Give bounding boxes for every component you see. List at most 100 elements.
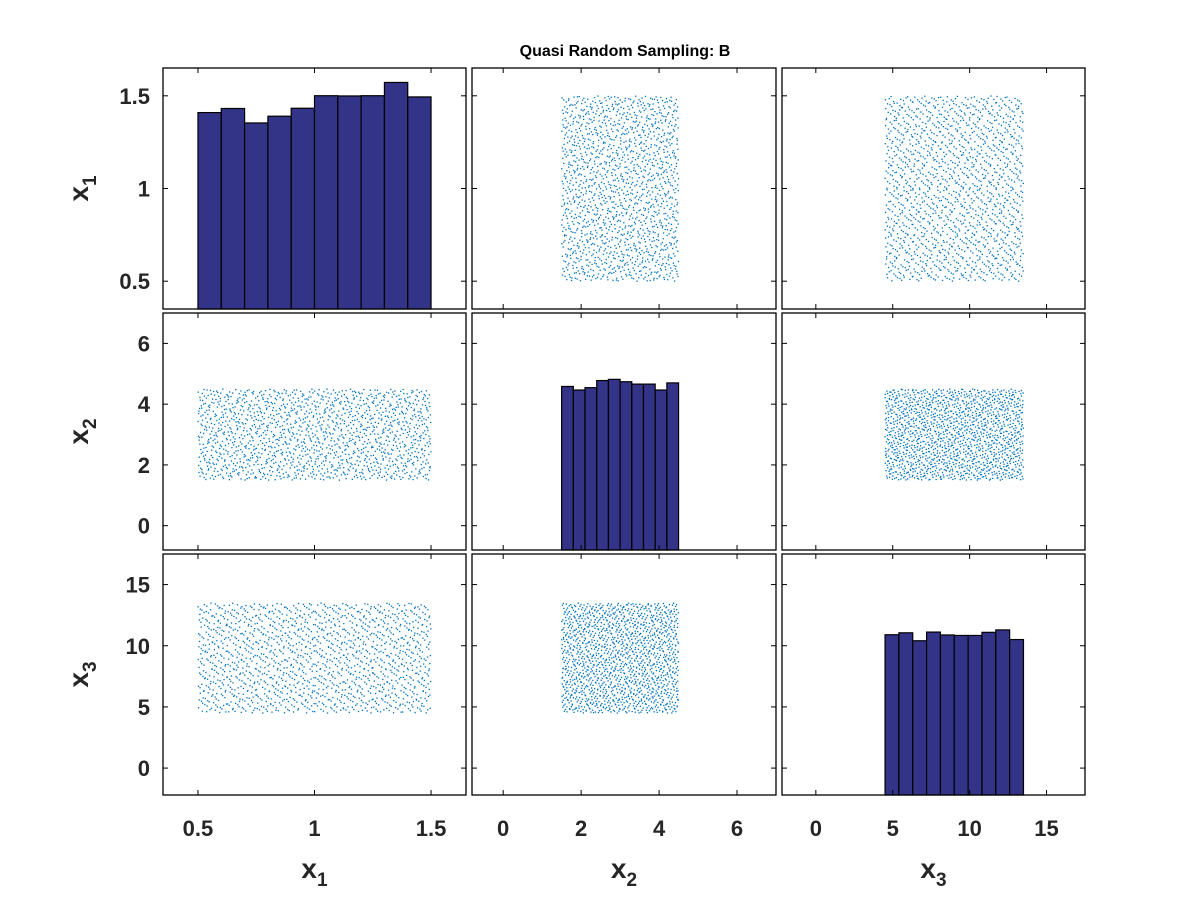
point [338, 402, 341, 404]
point [406, 393, 408, 395]
point [1011, 153, 1014, 156]
point [405, 420, 407, 423]
point [1019, 255, 1022, 257]
point [636, 258, 639, 260]
point [891, 409, 893, 411]
point [1007, 441, 1010, 443]
point [966, 438, 968, 441]
point [427, 479, 430, 481]
point [587, 259, 589, 261]
point [319, 417, 322, 419]
point [258, 425, 261, 427]
point [267, 453, 269, 456]
point [632, 169, 635, 172]
point [929, 173, 932, 175]
point [669, 144, 671, 146]
point [946, 233, 948, 236]
point [408, 401, 410, 404]
point [563, 106, 566, 108]
point [359, 471, 361, 474]
point [276, 443, 278, 445]
point [566, 142, 569, 144]
point [405, 445, 407, 447]
point [563, 99, 565, 101]
point [203, 447, 205, 449]
point [640, 270, 642, 272]
point [319, 413, 321, 415]
point [912, 398, 914, 400]
point [610, 211, 612, 213]
point [591, 185, 593, 187]
point [608, 195, 610, 198]
point [656, 172, 658, 174]
point [959, 414, 962, 417]
point [995, 101, 997, 104]
point [631, 224, 633, 227]
point [578, 223, 580, 225]
point [899, 414, 901, 417]
point [968, 476, 970, 479]
point [664, 120, 667, 122]
point [982, 156, 984, 159]
point [323, 435, 325, 437]
point [378, 412, 380, 414]
point [893, 102, 895, 105]
point [363, 447, 365, 449]
point [591, 167, 594, 169]
point [625, 213, 628, 215]
point [269, 470, 271, 472]
point [922, 182, 925, 184]
point [330, 437, 333, 439]
point [202, 414, 204, 416]
point [940, 199, 943, 202]
point [376, 477, 379, 479]
point [985, 161, 987, 163]
point [246, 459, 248, 461]
point [970, 241, 972, 244]
point [963, 276, 965, 279]
point [989, 147, 991, 150]
point [942, 125, 945, 128]
point [925, 264, 928, 267]
point [365, 446, 367, 448]
point [300, 390, 302, 392]
point [310, 472, 312, 474]
point [919, 216, 922, 218]
point [668, 133, 671, 135]
point [396, 430, 398, 433]
point [217, 430, 219, 432]
point [918, 177, 920, 179]
point [987, 260, 989, 262]
point [904, 475, 906, 478]
point [223, 431, 226, 433]
point [905, 157, 907, 159]
point [942, 406, 944, 408]
point [664, 181, 666, 183]
point [977, 427, 980, 429]
point [975, 108, 977, 111]
point [978, 153, 980, 155]
point [947, 167, 949, 169]
point [616, 237, 619, 240]
point [886, 400, 888, 403]
point [659, 146, 661, 149]
point [622, 151, 624, 153]
point [916, 248, 918, 250]
point [228, 435, 230, 437]
point [425, 477, 427, 480]
point [423, 455, 426, 457]
point [308, 396, 310, 398]
point [932, 225, 935, 228]
point [264, 444, 266, 447]
point [932, 394, 934, 396]
point [984, 421, 986, 424]
point [225, 449, 227, 452]
point [958, 193, 960, 195]
point [995, 415, 997, 417]
point [631, 262, 633, 264]
point [405, 401, 407, 403]
point [1012, 242, 1015, 245]
point [916, 229, 919, 231]
point [666, 204, 668, 207]
point [569, 190, 572, 193]
